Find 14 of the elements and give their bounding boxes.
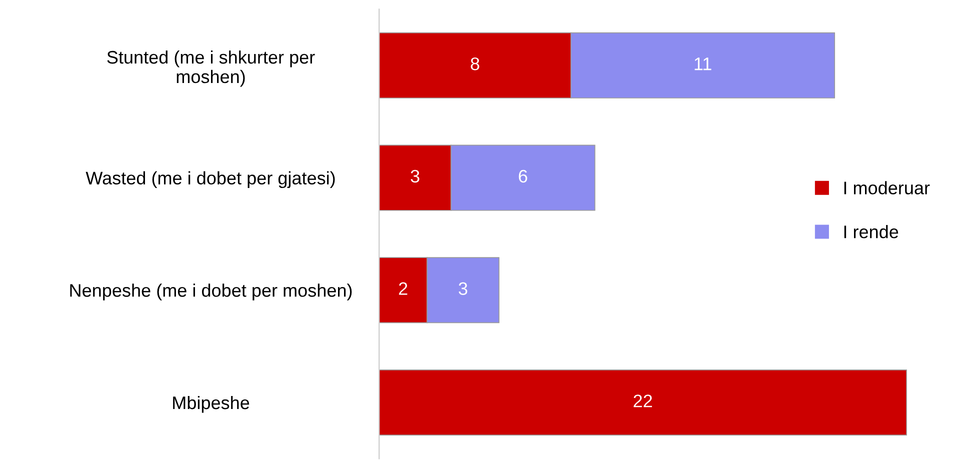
data-label: 6	[518, 170, 528, 183]
legend-label: I rende	[844, 225, 898, 238]
bar	[379, 370, 907, 436]
data-label: 2	[398, 282, 408, 295]
y-tick-label: Stunted (me i shkurter per moshen)	[107, 50, 315, 87]
y-tick-label: Mbipeshe	[173, 396, 250, 413]
data-label: 11	[694, 58, 712, 70]
data-label: 3	[410, 170, 420, 183]
data-label: 8	[470, 57, 480, 70]
y-tick-label: Wasted (me i dobet per gjatesi)	[86, 171, 335, 188]
data-label: 3	[458, 282, 468, 295]
y-tick-label: Nenpeshe (me i dobet per moshen)	[70, 284, 352, 300]
data-label: 22	[634, 394, 652, 408]
legend-label: I moderuar	[844, 181, 930, 194]
